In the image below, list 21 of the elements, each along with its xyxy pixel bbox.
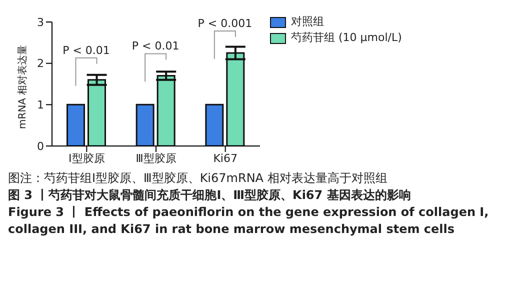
y-tick-label: 1	[37, 98, 44, 112]
y-tick-label: 3	[37, 16, 44, 29]
legend-label: 对照组	[291, 14, 324, 30]
legend-label: 芍药苷组 (10 μmol/L)	[291, 30, 402, 46]
bar	[136, 104, 154, 146]
text: 图注：芍药苷组Ⅰ型胶原、Ⅲ型胶原、Ki67mRNA 相对表达量高于对照组	[8, 170, 388, 187]
y-tick-label: 0	[37, 140, 44, 153]
text: Figure 3 丨 Effects of paeoniflorin on the gene expression of collagen I, collagen III, and Ki67 in rat bone marrow mesenchymal stem cells	[8, 204, 490, 238]
y-tick-label: 2	[37, 57, 44, 70]
x-tick-label: Ⅲ型胶原	[136, 152, 176, 165]
annotation: P < 0.01	[62, 44, 110, 57]
text: 图 3 丨芍药苷对大鼠骨髓间充质干细胞Ⅰ、Ⅲ型胶原、Ki67 基因表达的影响	[8, 187, 412, 204]
bar	[66, 104, 86, 146]
bar	[205, 104, 224, 146]
bar	[156, 74, 176, 146]
x-tick-label: Ⅰ型胶原	[68, 152, 105, 165]
bar	[88, 79, 106, 146]
annotation: P < 0.001	[198, 17, 252, 30]
y-axis-title: mRNA 相对表达量	[16, 44, 29, 129]
x-tick-label: Ki67	[213, 152, 238, 165]
annotation: P < 0.01	[132, 40, 180, 53]
